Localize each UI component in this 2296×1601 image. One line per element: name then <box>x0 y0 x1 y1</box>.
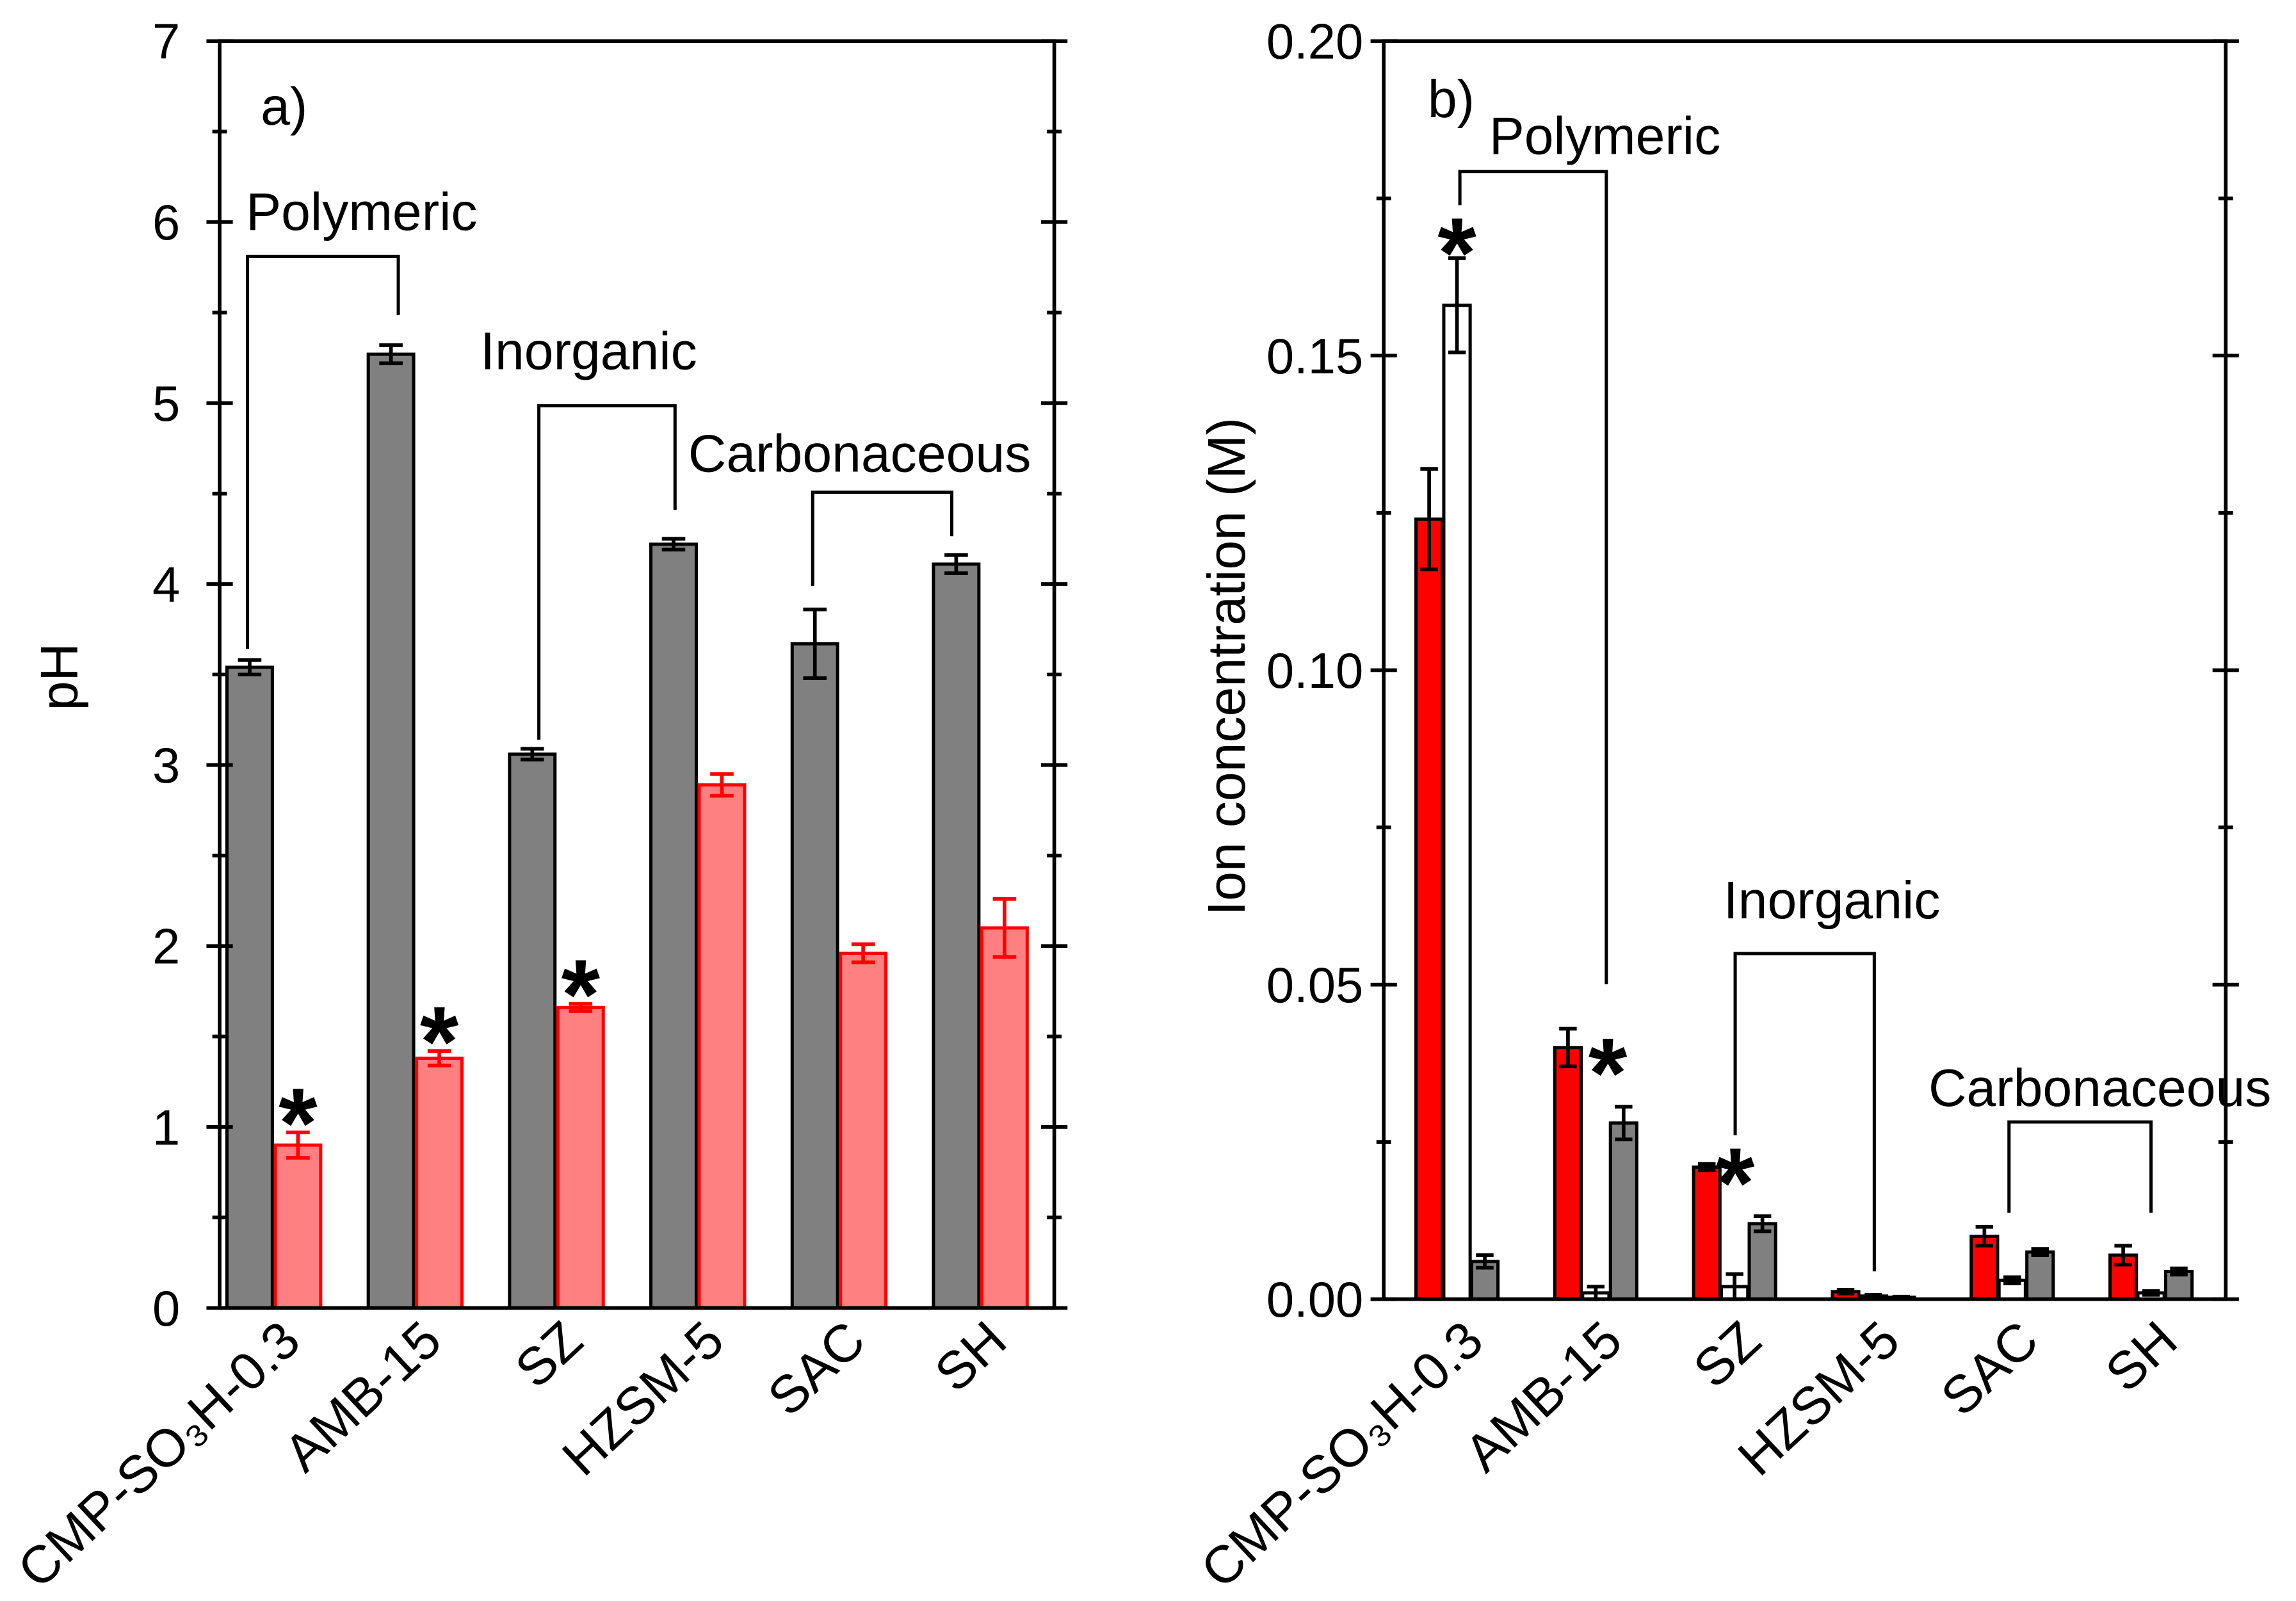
panel-a-error-bar <box>851 942 875 964</box>
panel-a-group-bracket <box>811 491 954 586</box>
panel-b-error-bar <box>2142 1289 2160 1297</box>
panel-a-y-tick-label: 3 <box>152 738 180 793</box>
panel-a-bar <box>980 926 1029 1310</box>
panel-b-y-tick-label: 0.15 <box>1266 329 1363 384</box>
panel-b-bar <box>1442 304 1472 1301</box>
panel-a-x-tick-label: SZ <box>504 1310 594 1399</box>
panel-a-error-bar <box>521 747 544 762</box>
panel-a-error-bar <box>569 1002 593 1013</box>
panel-b-bar <box>1692 1165 1722 1301</box>
panel-b-y-tick-label: 0.10 <box>1266 644 1363 699</box>
panel-b-error-bar <box>1476 1253 1494 1270</box>
panel-b-group-label: Inorganic <box>1724 871 1941 930</box>
panel-a-error-bar <box>379 343 403 366</box>
panel-b-error-bar <box>1753 1214 1772 1233</box>
panel-a-y-tick-label: 7 <box>152 15 180 70</box>
panel-a-error-bar <box>427 1049 451 1068</box>
panel-b-x-tick-label: CMP-SO₃H-0.3 <box>1190 1310 1494 1599</box>
panel-b-y-axis-title: Ion concentration (M) <box>1197 418 1256 916</box>
panel-b-x-tick-label: SH <box>2094 1310 2188 1402</box>
panel-a-bar <box>932 562 981 1310</box>
panel-b-error-bar <box>2170 1266 2188 1277</box>
panel-b-bar <box>1553 1046 1583 1301</box>
panel-a-y-tick-label: 5 <box>152 377 180 432</box>
panel-b-significance-star: * <box>1589 1017 1628 1128</box>
panel-a-bar <box>508 752 557 1310</box>
panel-a-y-tick-label: 6 <box>152 195 180 250</box>
panel-b-panel-label: b) <box>1428 70 1475 129</box>
panel-a-y-axis-title: pH <box>30 643 89 710</box>
panel-a-error-bar <box>944 553 968 575</box>
panel-b-bar <box>1747 1222 1777 1301</box>
panel-b-bar <box>1414 517 1444 1301</box>
panel-a-x-tick-label: AMB-15 <box>273 1310 452 1483</box>
panel-b-error-bar <box>1864 1292 1882 1299</box>
panel-b-error-bar <box>1697 1162 1716 1173</box>
panel-a-error-bar <box>992 897 1017 959</box>
panel-a-error-bar <box>710 772 734 798</box>
panel-a-group-label: Carbonaceous <box>688 425 1031 484</box>
panel-a-panel-label: a) <box>261 77 307 136</box>
panel-a-group-label: Inorganic <box>480 321 697 380</box>
panel-b-bar <box>1608 1121 1638 1301</box>
panel-b-error-bar <box>2031 1247 2049 1257</box>
panel-a-bar <box>697 783 747 1310</box>
panel-a-significance-star: * <box>420 986 459 1097</box>
panel-a-y-tick-label: 2 <box>152 920 180 975</box>
panel-b-significance-star: * <box>1437 197 1476 308</box>
panel-b-y-tick-label: 0.00 <box>1266 1272 1363 1328</box>
panel-a-error-bar <box>238 658 262 677</box>
panel-a-error-bar <box>661 537 686 552</box>
panel-a-group-label: Polymeric <box>246 183 477 241</box>
panel-a-group-bracket <box>537 404 677 740</box>
panel-b-x-tick-label: SAC <box>1930 1310 2049 1427</box>
panel-b-y-tick-label: 0.20 <box>1266 15 1363 70</box>
panel-b-x-tick-label: AMB-15 <box>1453 1310 1633 1483</box>
panel-b-y-tick-label: 0.05 <box>1266 958 1363 1013</box>
panel-a-y-tick-label: 0 <box>152 1281 180 1337</box>
panel-a-significance-star: * <box>562 939 601 1050</box>
panel-b-error-bar <box>1836 1288 1855 1296</box>
panel-b-group-bracket <box>1733 952 1876 1272</box>
panel-a-error-bar <box>286 1130 310 1160</box>
panel-b-group-label: Carbonaceous <box>1928 1059 2272 1117</box>
panel-b-error-bar <box>1615 1105 1633 1142</box>
panel-b-group-label: Polymeric <box>1489 106 1720 165</box>
panel-b-bar <box>2025 1250 2055 1301</box>
panel-a-bar <box>839 952 888 1310</box>
panel-a-bar <box>225 665 274 1310</box>
panel-b-error-bar <box>1448 256 1466 355</box>
panel-b-error-bar <box>2003 1275 2021 1286</box>
panel-b-significance-star: * <box>1716 1127 1755 1239</box>
panel-a-significance-star: * <box>279 1067 318 1178</box>
panel-a-y-tick-label: 1 <box>152 1100 180 1155</box>
panel-b-group-bracket <box>2007 1120 2153 1213</box>
panel-a-x-tick-label: SAC <box>757 1310 877 1427</box>
panel-b-error-bar <box>1420 467 1438 572</box>
panel-b-error-bar <box>2114 1244 2132 1267</box>
panel-a-group-bracket <box>245 254 400 649</box>
panel-a-error-bar <box>803 607 827 680</box>
panel-b-x-tick-label: SZ <box>1682 1310 1772 1399</box>
panel-a-x-tick-label: CMP-SO₃H-0.3 <box>6 1310 311 1599</box>
panel-b-error-bar <box>1559 1027 1577 1069</box>
panel-a-y-tick-label: 4 <box>152 557 180 612</box>
panel-b-group-bracket <box>1458 170 1608 985</box>
panel-a-bar <box>556 1005 605 1310</box>
panel-b: 0.00 0.05 0.10 0.15 0.20 Ion concentration (M… <box>1190 15 2271 1600</box>
panel-b-error-bar <box>1975 1224 1994 1248</box>
panel-a-x-tick-label: SH <box>924 1310 1017 1402</box>
panel-a-bar <box>649 542 698 1310</box>
panel-a-bar <box>790 642 839 1310</box>
panel-a-bar <box>366 352 416 1310</box>
